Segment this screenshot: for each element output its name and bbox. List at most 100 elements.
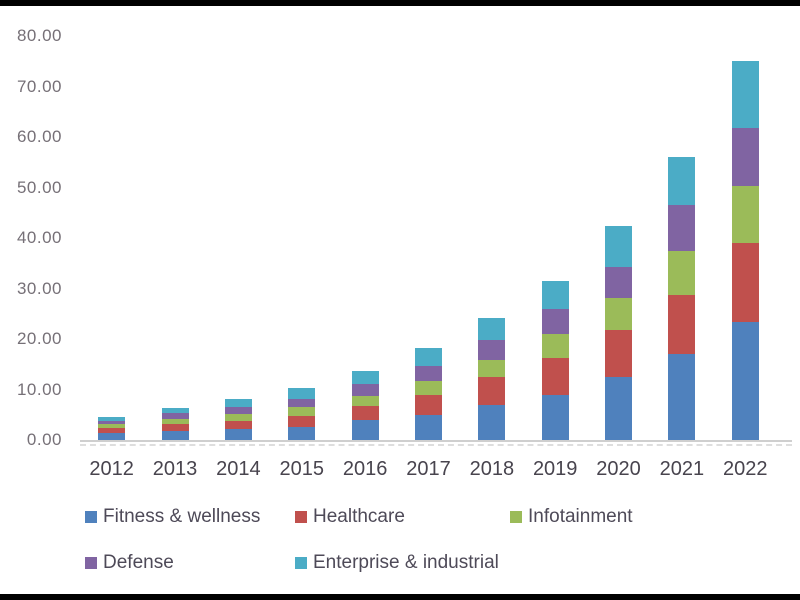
y-axis-tick-label: 60.00 [16, 127, 62, 146]
bar-segment-infotainment [98, 424, 126, 429]
x-axis-label-2013: 2013 [152, 458, 198, 480]
stacked-bar-2012 [98, 416, 126, 440]
legend-item-healthcare: Healthcare [295, 506, 405, 528]
legend-label: Healthcare [313, 506, 405, 527]
bar-column-2015 [270, 36, 333, 440]
legend-swatch-icon [295, 557, 307, 569]
stacked-bar-2017 [414, 348, 442, 440]
bar-segment-infotainment [668, 250, 696, 295]
bar-segment-enterprise-industrial [288, 387, 316, 400]
bar-segment-defense [224, 406, 252, 414]
bar-segment-fitness-wellness [288, 427, 316, 440]
stacked-bar-2018 [478, 318, 506, 440]
y-axis-tick-label: 40.00 [16, 228, 62, 247]
legend-label: Enterprise & industrial [313, 552, 499, 573]
bar-segment-fitness-wellness [668, 354, 696, 440]
bar-segment-enterprise-industrial [478, 318, 506, 340]
bar-segment-healthcare [161, 423, 189, 432]
bar-segment-healthcare [731, 243, 759, 323]
legend-swatch-icon [85, 557, 97, 569]
x-axis-labels: 2012 2013 2014 2015 2016 2017 2018 2019 2020 2021… [80, 458, 777, 481]
bar-segment-enterprise-industrial [98, 416, 126, 421]
stacked-bar-2019 [541, 280, 569, 440]
bar-segment-fitness-wellness [224, 428, 252, 440]
bar-column-2012 [80, 36, 143, 440]
x-axis-label-2020: 2020 [596, 458, 641, 480]
x-axis-label-2017: 2017 [406, 458, 451, 480]
x-axis-line [80, 440, 792, 442]
stacked-bar-2015 [288, 387, 316, 440]
bar-segment-enterprise-industrial [224, 399, 252, 407]
bar-segment-healthcare [668, 294, 696, 355]
legend-label: Defense [103, 552, 174, 573]
bar-segment-fitness-wellness [478, 404, 506, 440]
y-axis-tick-label: 70.00 [16, 76, 62, 96]
bar-column-2022 [714, 36, 777, 440]
bar-column-2018 [460, 36, 523, 440]
x-axis-label-2014: 2014 [216, 458, 261, 480]
x-axis-label-2016: 2016 [342, 458, 388, 480]
bar-segment-infotainment [731, 185, 759, 244]
bar-column-2013 [143, 36, 206, 440]
bar-segment-infotainment [161, 418, 189, 424]
y-axis-tick-label: 10.00 [16, 379, 62, 399]
bar-segment-infotainment [288, 406, 316, 417]
bar-segment-defense [288, 399, 316, 407]
bar-segment-infotainment [414, 381, 442, 395]
y-axis-tick-label: 0.00 [26, 430, 62, 449]
x-axis-label-2018: 2018 [469, 458, 515, 480]
bar-segment-fitness-wellness [351, 419, 379, 440]
stacked-bar-2022 [731, 61, 759, 440]
bar-segment-infotainment [351, 396, 379, 407]
bar-segment-fitness-wellness [161, 431, 189, 440]
bar-segment-enterprise-industrial [351, 370, 379, 384]
bar-segment-enterprise-industrial [605, 226, 633, 267]
legend-swatch-icon [85, 511, 97, 523]
bar-segment-enterprise-industrial [668, 156, 696, 206]
bar-segment-healthcare [224, 420, 252, 429]
bar-segment-healthcare [351, 406, 379, 420]
x-axis-label-2012: 2012 [89, 458, 134, 480]
bars-row [80, 36, 777, 440]
bar-segment-defense [351, 383, 379, 397]
bar-segment-enterprise-industrial [731, 61, 759, 128]
bar-segment-fitness-wellness [731, 322, 759, 440]
bar-segment-fitness-wellness [414, 414, 442, 440]
bar-segment-healthcare [98, 428, 126, 434]
bar-segment-infotainment [605, 298, 633, 331]
y-axis-tick-label: 30.00 [16, 278, 62, 298]
chart-canvas: 0.00 10.00 20.00 30.00 40.00 50.00 60.00 70.00 8… [0, 6, 800, 594]
x-axis-label-2022: 2022 [723, 458, 768, 480]
bar-segment-defense [478, 339, 506, 360]
bar-column-2014 [207, 36, 270, 440]
bar-segment-defense [541, 309, 569, 335]
bar-segment-defense [161, 413, 189, 419]
bar-segment-enterprise-industrial [161, 407, 189, 414]
bar-segment-healthcare [414, 394, 442, 415]
x-axis-label-2015: 2015 [279, 458, 325, 480]
bar-segment-healthcare [541, 357, 569, 395]
x-axis-label-2019: 2019 [532, 458, 578, 480]
y-axis-tick-label: 50.00 [16, 177, 62, 197]
stacked-bar-2014 [224, 399, 252, 440]
legend-item-enterprise-industrial: Enterprise & industrial [295, 552, 499, 574]
bar-segment-fitness-wellness [605, 377, 633, 440]
legend-label: Infotainment [528, 506, 633, 527]
stacked-bar-2021 [668, 156, 696, 440]
y-axis-tick-label: 80.00 [16, 26, 62, 45]
legend-swatch-icon [510, 511, 522, 523]
bar-segment-enterprise-industrial [414, 348, 442, 367]
stacked-bar-2020 [605, 226, 633, 440]
bar-segment-healthcare [605, 330, 633, 378]
bar-column-2020 [587, 36, 650, 440]
legend-item-fitness-wellness: Fitness & wellness [85, 506, 260, 528]
stacked-bar-2013 [161, 407, 189, 440]
legend-item-infotainment: Infotainment [510, 506, 633, 528]
bar-column-2017 [397, 36, 460, 440]
bar-segment-healthcare [478, 377, 506, 405]
bar-segment-infotainment [541, 334, 569, 358]
bar-column-2019 [524, 36, 587, 440]
bar-column-2016 [333, 36, 396, 440]
legend-item-defense: Defense [85, 552, 174, 574]
